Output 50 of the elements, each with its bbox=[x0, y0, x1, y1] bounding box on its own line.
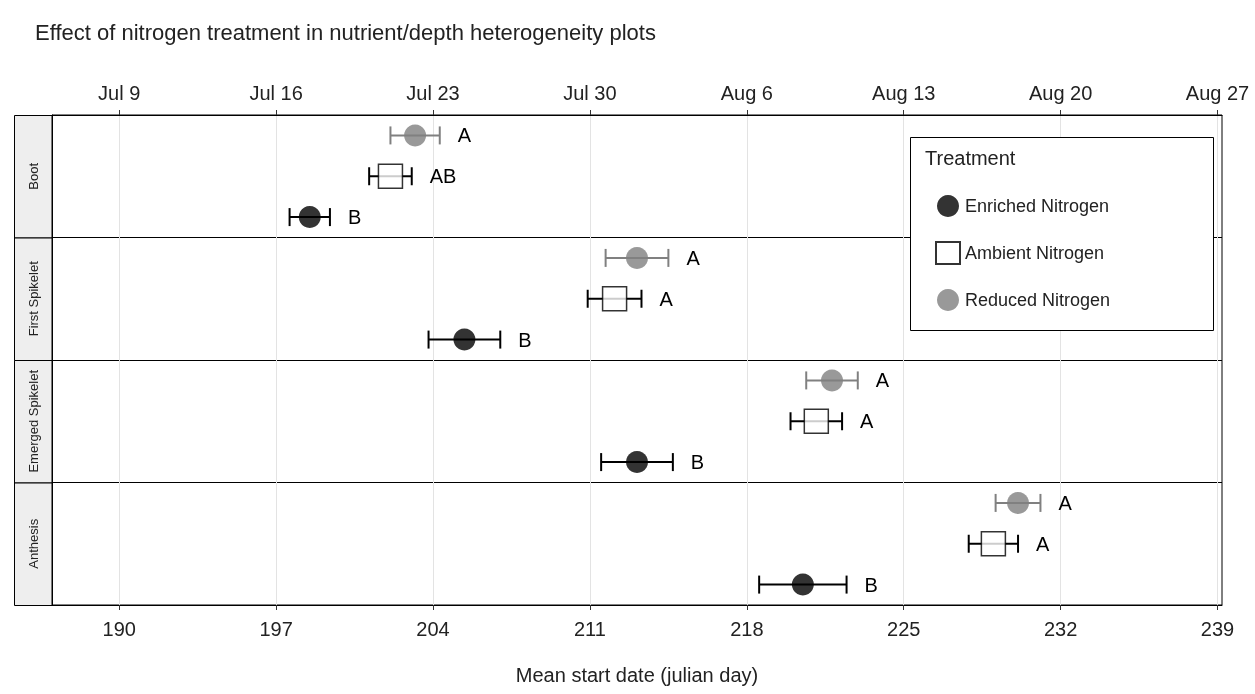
data-label: A bbox=[875, 369, 890, 392]
legend-label: Enriched Nitrogen bbox=[965, 196, 1110, 216]
point bbox=[404, 124, 427, 147]
chart-title: Effect of nitrogen treatment in nutrient/depth heterogeneity plots bbox=[35, 19, 656, 45]
x2-tick-label: Aug 20 bbox=[1028, 82, 1093, 104]
data-label: A bbox=[860, 410, 875, 433]
text: Boot bbox=[25, 162, 41, 190]
point bbox=[601, 286, 628, 312]
point bbox=[821, 369, 843, 392]
legend-label: Ambient Nitrogen bbox=[965, 243, 1105, 263]
x2-tick-label: Aug 27 bbox=[1185, 82, 1250, 104]
x-tick-label: 218 bbox=[730, 618, 764, 640]
x-tick-label: 239 bbox=[1200, 618, 1235, 640]
data-label: B bbox=[518, 328, 532, 351]
text: Emerged Spikelet bbox=[25, 369, 41, 473]
data-label: A bbox=[457, 124, 472, 147]
point bbox=[377, 163, 404, 189]
x2-tick-label: Jul 16 bbox=[249, 82, 303, 104]
x2-tick-label: Jul 30 bbox=[563, 82, 617, 104]
point bbox=[298, 206, 321, 229]
x-tick-label: 197 bbox=[259, 618, 293, 640]
x-tick-label: 211 bbox=[573, 618, 606, 640]
x2-tick-label: Aug 6 bbox=[720, 82, 773, 104]
point bbox=[626, 451, 648, 474]
data-label: A bbox=[1036, 532, 1051, 555]
point bbox=[980, 531, 1007, 557]
x-tick-label: 232 bbox=[1043, 618, 1078, 640]
legend-label: Reduced Nitrogen bbox=[965, 290, 1111, 310]
data-label: B bbox=[347, 206, 362, 229]
x-axis-title: Mean start date (julian day) bbox=[515, 664, 759, 686]
text: First Spikelet bbox=[25, 260, 41, 337]
x2-tick-label: Jul 23 bbox=[406, 82, 460, 104]
text: Anthesis bbox=[25, 518, 41, 569]
point bbox=[1007, 491, 1030, 514]
data-label: A bbox=[1058, 491, 1073, 514]
x2-tick-label: Aug 13 bbox=[872, 82, 936, 104]
point bbox=[791, 573, 814, 596]
point bbox=[626, 246, 648, 269]
x-tick-label: 190 bbox=[102, 618, 136, 640]
point bbox=[803, 408, 830, 434]
legend-title: Treatment bbox=[925, 147, 1016, 169]
data-label: B bbox=[690, 451, 705, 474]
data-label: AB bbox=[429, 165, 457, 188]
data-label: A bbox=[659, 287, 674, 310]
data-label: B bbox=[864, 573, 878, 596]
x2-tick-label: Jul 9 bbox=[98, 82, 141, 104]
point bbox=[453, 328, 476, 351]
data-label: A bbox=[686, 246, 701, 269]
x-tick-label: 225 bbox=[887, 618, 921, 640]
x-tick-label: 204 bbox=[416, 618, 450, 640]
